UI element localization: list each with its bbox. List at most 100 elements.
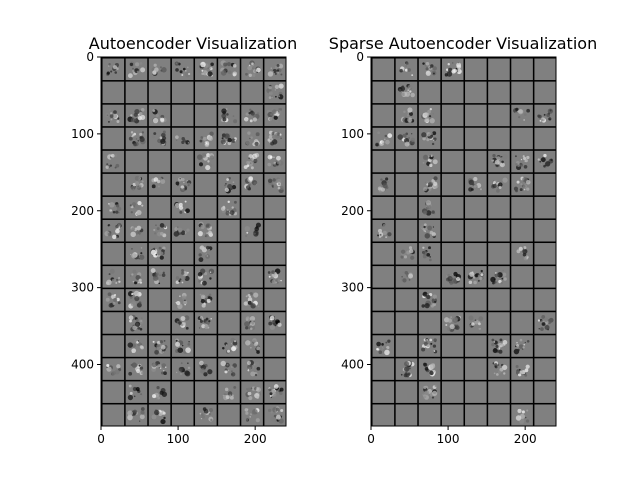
heatmap-tile [264,81,286,104]
heatmap-tile [241,312,263,334]
heatmap-tile [488,127,510,150]
heatmap-tile [264,219,286,242]
heatmap-tile [195,404,217,426]
heatmap-tile [465,335,487,357]
heatmap-tile [441,58,464,81]
heatmap-tile [195,381,217,403]
heatmap-tile [264,243,286,265]
heatmap-tile [148,127,171,150]
heatmap-tile [372,266,395,288]
heatmap-tile [241,104,263,127]
heatmap-tile [171,196,194,219]
heatmap-tile [171,219,194,242]
heatmap-tile [148,312,171,334]
heatmap-tile [441,335,464,357]
heatmap-tile [372,404,395,426]
y-tick-label: 300 [341,281,364,295]
heatmap-tile [511,243,533,265]
heatmap-tile [102,104,125,127]
heatmap-tile [511,289,533,311]
heatmap-tile [241,150,263,173]
heatmap-tile [418,358,441,380]
heatmap-tile [241,127,263,150]
heatmap-tile [125,173,148,196]
heatmap-tile [511,219,533,242]
heatmap-tile [395,173,418,196]
heatmap-tile [511,58,533,81]
heatmap-tile [218,266,240,288]
heatmap-tile [148,358,171,380]
heatmap-tile [171,104,194,127]
heatmap-tile [534,266,556,288]
heatmap-tile [441,289,464,311]
heatmap-tile [534,81,556,104]
heatmap-tile [441,173,464,196]
heatmap-tile [218,358,240,380]
heatmap-tile [511,81,533,104]
heatmap-tile [241,219,263,242]
heatmap-tile [418,127,441,150]
heatmap-tile [441,243,464,265]
heatmap-tile [264,150,286,173]
heatmap-tile [418,150,441,173]
heatmap-tile [171,127,194,150]
heatmap-tile [488,266,510,288]
heatmap-tile [441,404,464,426]
y-tick-label: 200 [341,204,364,218]
heatmap-tile [395,243,418,265]
heatmap-tile [465,266,487,288]
heatmap-tile [171,243,194,265]
heatmap-tile [372,289,395,311]
heatmap-tile [441,381,464,403]
heatmap-tile [372,58,395,81]
heatmap-tile [395,404,418,426]
heatmap-tile [395,58,418,81]
heatmap-tile [441,127,464,150]
heatmap-tile [148,104,171,127]
heatmap-tile [241,58,263,81]
heatmap-tile [488,150,510,173]
heatmap-tile [125,404,148,426]
heatmap-tile [195,289,217,311]
heatmap-tile [372,335,395,357]
heatmap-tile [195,335,217,357]
y-tick-label: 400 [71,358,94,372]
heatmap-tile [441,219,464,242]
heatmap-tile [218,404,240,426]
heatmap-tile [148,243,171,265]
x-tick-label: 200 [244,432,267,446]
heatmap-tile [395,289,418,311]
heatmap-tile [218,173,240,196]
heatmap-tile [418,58,441,81]
heatmap-tile [148,219,171,242]
heatmap-tile [488,219,510,242]
heatmap-tile [372,173,395,196]
x-tick-label: 0 [367,432,375,446]
heatmap-tile [102,404,125,426]
heatmap-tile [395,81,418,104]
heatmap-tile [465,289,487,311]
heatmap-tile [395,219,418,242]
heatmap-tile [218,335,240,357]
heatmap-tile [511,312,533,334]
heatmap-tile [125,358,148,380]
heatmap-tile [372,381,395,403]
heatmap-tile [488,243,510,265]
y-tick-label: 0 [86,50,94,64]
heatmap-tile [218,196,240,219]
heatmap-tile [488,104,510,127]
heatmap-tile [195,358,217,380]
heatmap-tile [264,266,286,288]
heatmap-tile [264,289,286,311]
heatmap-tile [465,173,487,196]
heatmap-tile [372,81,395,104]
heatmap-tile [511,266,533,288]
heatmap-tile [125,243,148,265]
heatmap-tile [488,335,510,357]
heatmap-tile [125,266,148,288]
y-tick-label: 100 [71,127,94,141]
heatmap-tile [488,196,510,219]
heatmap-tile [125,312,148,334]
heatmap-tile [102,219,125,242]
